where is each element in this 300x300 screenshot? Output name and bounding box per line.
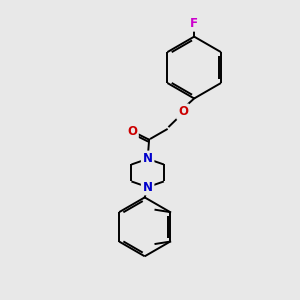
- Text: N: N: [142, 181, 153, 194]
- Text: O: O: [127, 125, 137, 138]
- Text: N: N: [142, 152, 153, 165]
- Text: O: O: [178, 105, 188, 118]
- Text: F: F: [190, 17, 198, 30]
